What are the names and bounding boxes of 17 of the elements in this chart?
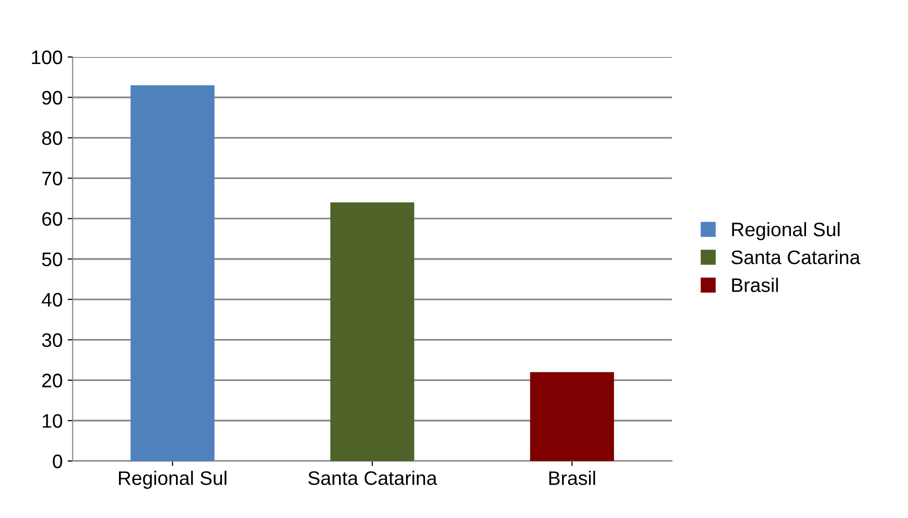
x-tick-label: Brasil: [549, 470, 596, 486]
y-tick-label: 100: [32, 50, 62, 64]
legend-label: Regional Sul: [732, 222, 840, 240]
legend-label: Brasil: [732, 278, 778, 292]
y-tick-label: 0: [52, 454, 62, 468]
y-tick-label: 20: [42, 374, 62, 388]
y-tick-label: 60: [42, 212, 62, 226]
y-tick-label: 90: [42, 90, 62, 105]
y-tick-label: 10: [42, 414, 62, 428]
y-tick-label: 50: [42, 252, 62, 266]
y-tick-label: 40: [42, 292, 62, 307]
y-tick-label: 70: [42, 172, 62, 186]
y-tick-label: 80: [42, 131, 62, 146]
x-tick-label: Regional Sul: [118, 470, 226, 489]
x-tick-label: Santa Catarina: [308, 470, 438, 486]
y-tick-label: 30: [42, 333, 62, 348]
legend-label: Santa Catarina: [731, 250, 860, 264]
